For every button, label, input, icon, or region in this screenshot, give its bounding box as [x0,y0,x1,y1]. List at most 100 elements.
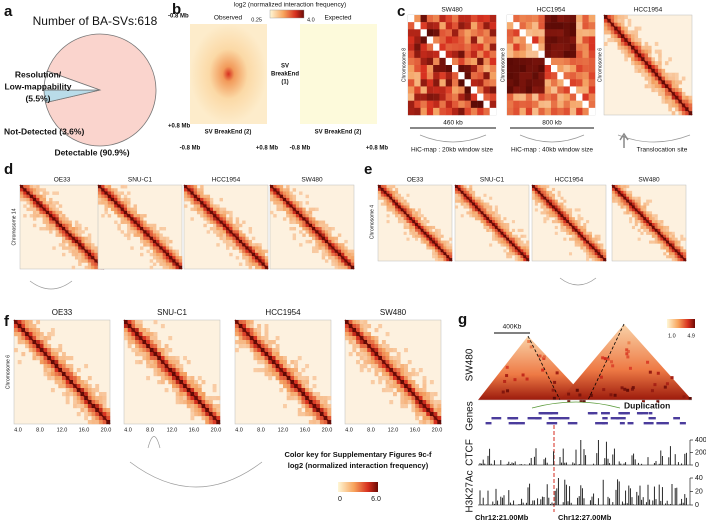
heatmap-cell [432,231,436,235]
heatmap-cell [380,196,384,200]
heatmap-cell [685,95,689,100]
heatmap-cell [238,344,243,349]
heatmap-cell [257,352,262,357]
heatmap-cell [426,93,434,101]
heatmap-cell [219,217,223,221]
triangle-cell [501,390,505,394]
heatmap-cell [494,228,498,232]
heatmap-cell [279,207,284,212]
heatmap-cell [232,230,236,234]
heatmap-cell [617,193,621,197]
heatmap-cell [472,208,476,212]
heatmap-cell [302,210,306,215]
heatmap-cell [257,336,262,341]
heatmap-cell [94,265,98,270]
heatmap-cell [229,236,233,241]
heatmap-cell [588,249,592,253]
heatmap-cell [660,225,664,230]
heatmap-cell [378,368,383,373]
heatmap-cell [153,364,158,369]
heatmap-cell [318,223,322,228]
heatmap-cell [251,246,256,250]
heatmap-cell [506,228,510,232]
heatmap-cell [270,197,274,202]
heatmap-cell [87,246,92,250]
heatmap-cell [668,72,672,77]
heatmap-cell [414,100,421,109]
heatmap-cell [160,352,165,357]
triangle-cell [628,366,632,370]
heatmap-cell [420,22,428,30]
heatmap-cell [315,223,319,228]
heatmap-cell [641,45,645,50]
heatmap-cell [316,396,321,401]
heatmap-cell [651,231,655,235]
heatmap-cell [95,416,100,421]
heatmap-cell [69,384,74,389]
heatmap-cell [152,236,157,241]
heatmap-cell [418,408,423,413]
heatmap-cell [39,207,43,212]
heatmap-cell [98,408,103,413]
heatmap-cell [458,93,465,101]
heatmap-cell [614,22,618,27]
heatmap-cell [168,336,173,341]
heatmap-cell [614,199,618,203]
coordinate: Chr12:21.00Mb [475,513,529,522]
heatmap-cell [577,208,581,212]
heatmap-cell [415,404,420,409]
heatmap-cell [583,228,587,232]
heatmap-cell [127,197,131,202]
heatmap-cell [511,228,515,232]
heatmap-cell [489,214,493,218]
heatmap-cell [549,208,553,212]
heatmap-cell [292,236,297,241]
heatmap-cell [519,50,527,59]
heatmap-cell [514,255,518,259]
heatmap-cell [449,249,453,253]
heatmap-cell [74,223,79,228]
heatmap-cell [433,72,440,80]
heatmap-cell [80,396,85,401]
heatmap-cell [594,234,598,238]
heatmap-cell [168,364,173,369]
heatmap-cell [21,320,26,325]
triangle-cell [513,378,517,382]
heatmap-cell [305,210,309,215]
heatmap-cell [286,204,290,208]
heatmap-cell [378,196,382,200]
heatmap-cell [253,344,258,349]
heatmap-cell [136,230,141,234]
heatmap-cell [138,328,143,333]
heatmap-cell [76,384,81,389]
heatmap-cell [422,420,427,425]
heatmap-cell [675,107,679,112]
heatmap-cell [159,256,163,260]
triangle-cell [579,399,583,403]
heatmap-cell [612,193,616,197]
heatmap-cell [238,230,243,234]
heatmap-cell [477,65,484,73]
heatmap-cell [574,208,578,212]
heatmap-cell [403,202,407,206]
heatmap-cell [661,76,666,81]
heatmap-cell [39,340,44,345]
heatmap-cell [208,416,213,421]
gene [648,417,656,420]
heatmap-cell [497,214,501,218]
triangle-cell [603,357,607,361]
heatmap-cell [146,236,150,241]
heatmap-cell [563,43,571,51]
heatmap-cell [644,84,649,89]
heatmap-cell [140,223,144,228]
heatmap-cell [36,188,40,192]
heatmap-cell [557,193,561,197]
heatmap-cell [196,207,201,212]
heatmap-cell [110,194,115,199]
heatmap-cell [305,388,310,393]
heatmap-cell [58,348,63,353]
heatmap-cell [68,230,72,234]
heatmap-cell [404,400,408,405]
heatmap-cell [458,100,465,109]
gene [610,417,620,420]
